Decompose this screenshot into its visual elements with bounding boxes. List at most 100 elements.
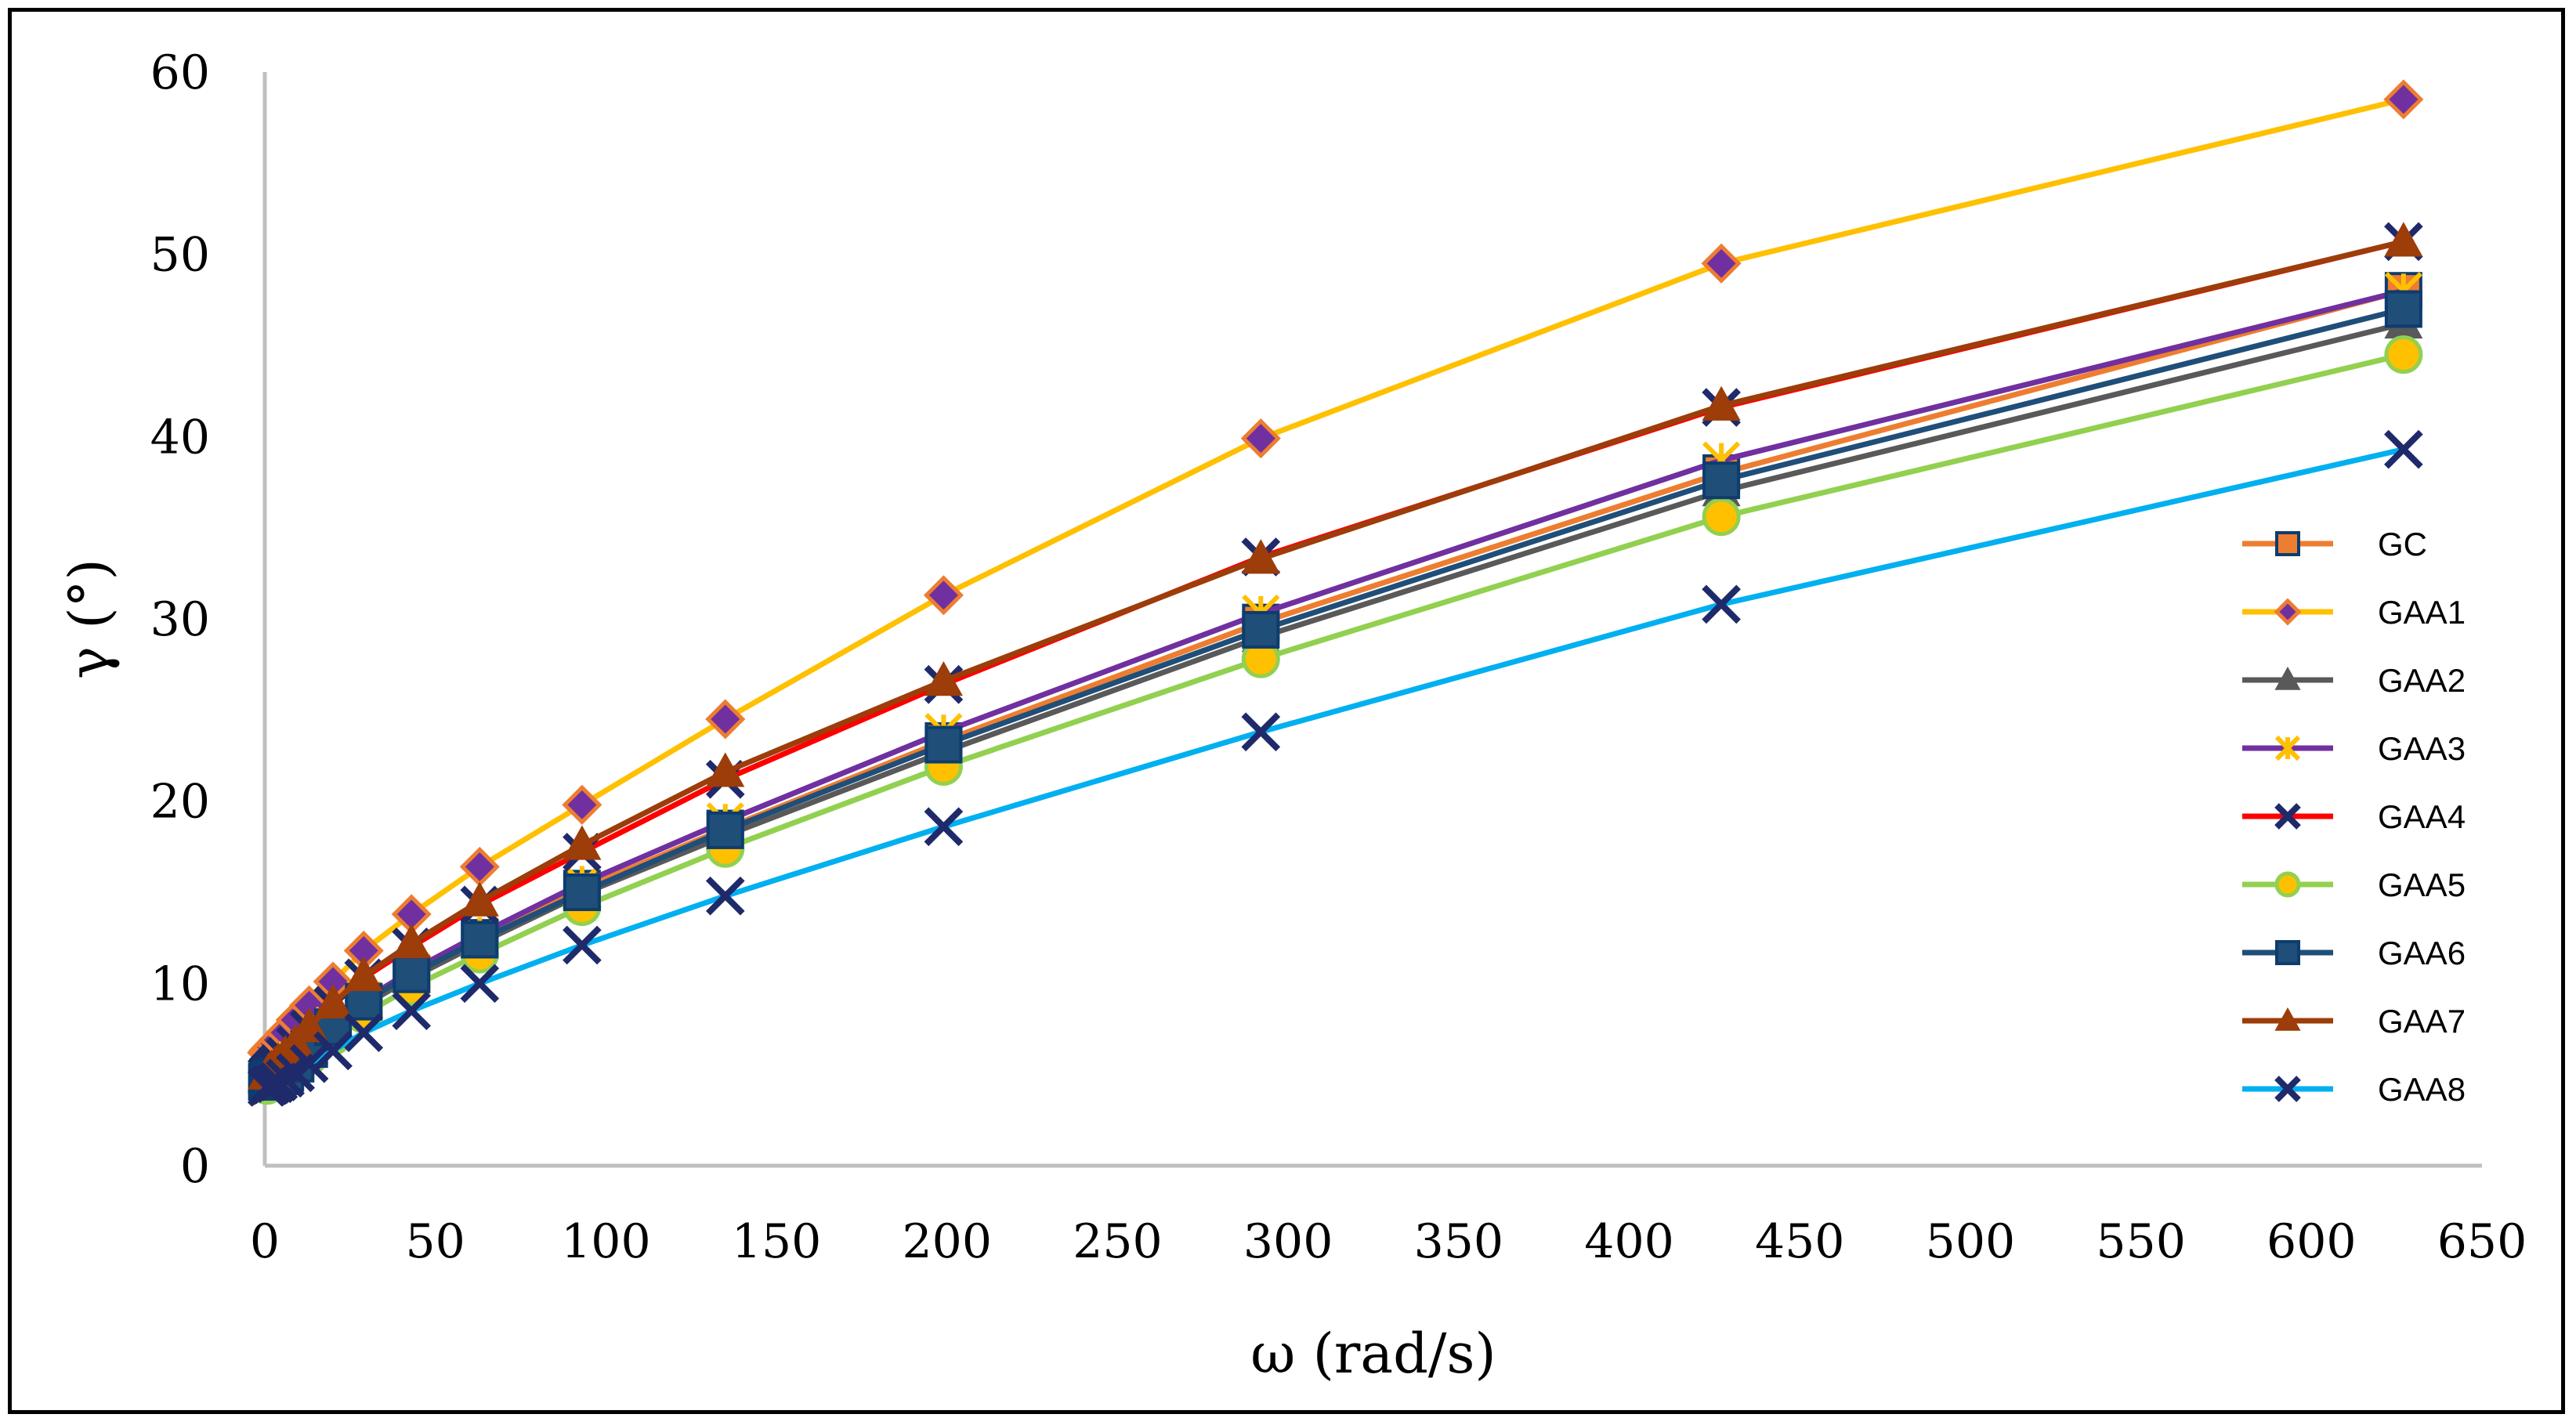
legend-label: GAA8 [2378,1071,2466,1108]
data-point-gaa7 [313,983,353,1019]
legend-label: GC [2378,526,2427,562]
x-tick-label: 450 [1755,1214,1845,1269]
legend-label: GAA5 [2378,866,2466,903]
data-point-gaa6 [393,955,431,993]
legend-marker [2274,735,2301,761]
data-point-gaa8 [2384,429,2423,469]
legend-marker [2275,940,2300,965]
x-tick-label: 50 [406,1214,465,1269]
data-point-gaa5 [2384,335,2423,374]
data-point-gaa7 [392,924,431,959]
x-tick-label: 0 [250,1214,280,1269]
x-tick-label: 200 [903,1214,993,1269]
data-point-gaa8 [1702,584,1741,624]
data-point-gaa6 [924,725,963,764]
data-point-gaa6 [2384,290,2422,328]
data-point-gaa6 [1242,610,1280,649]
series-line-gaa8 [265,447,2404,1090]
data-point-gaa6 [1702,461,1741,500]
legend: GC GAA1 GAA2 GAA3 GAA4 GAA5 GAA6 GAA7 GAA8 [2242,526,2466,1108]
x-tick-label: 400 [1584,1214,1674,1269]
y-tick-label: 0 [180,1139,210,1194]
y-tick-label: 40 [150,410,210,465]
legend-item-gaa7: GAA7 [2242,1003,2466,1040]
series-gaa2 [248,303,2423,1094]
x-axis-title: ω (rad/s) [1250,1322,1496,1386]
series-gaa5 [248,335,2423,1105]
legend-item-gaa2: GAA2 [2242,662,2466,699]
legend-item-gaa6: GAA6 [2242,935,2466,971]
data-point-gaa1 [459,846,500,887]
series-line-gaa5 [265,352,2404,1088]
x-tick-label: 600 [2267,1214,2357,1269]
y-tick-label: 30 [150,592,210,647]
legend-item-gaa1: GAA1 [2242,594,2466,631]
data-point-gaa8 [392,991,432,1031]
legend-marker [2274,871,2301,898]
x-tick-label: 500 [1926,1214,2016,1269]
legend-label: GAA2 [2378,662,2466,699]
data-point-gaa6 [706,811,744,849]
x-tick-label: 100 [561,1214,651,1269]
x-tick-label: 350 [1414,1214,1504,1269]
legend-marker [2274,803,2301,830]
x-tick-label: 550 [2096,1214,2186,1269]
data-point-gaa7 [344,956,383,992]
axes [262,72,2482,1168]
legend-marker [2274,666,2301,690]
y-axis-title: γ (°) [57,559,121,679]
data-point-gaa5 [1702,497,1741,537]
x-tick-labels: 0 50 100 150 200 250 300 350 400 450 500 550 600 650 [250,1214,2527,1269]
data-point-gaa7 [2384,222,2423,257]
data-point-gaa1 [705,699,746,740]
x-tick-label: 300 [1243,1214,1333,1269]
data-point-gaa7 [460,881,499,917]
data-point-gaa7 [563,825,602,860]
series-line-gaa6 [265,306,2404,1084]
y-tick-label: 20 [150,775,210,830]
legend-label: GAA6 [2378,935,2466,971]
data-point-gaa8 [289,1043,329,1083]
data-point-gaa8 [266,1058,305,1098]
series-group [247,79,2424,1107]
legend-marker [2274,1007,2301,1031]
x-tick-label: 650 [2437,1214,2527,1269]
data-point-gaa8 [705,876,745,916]
legend-item-gc: GC [2242,526,2427,562]
legend-item-gaa8: GAA8 [2242,1071,2466,1108]
data-point-gaa1 [562,784,602,825]
data-point-gaa8 [563,925,602,965]
data-point-gaa8 [344,1013,384,1052]
data-point-gaa1 [1240,418,1281,459]
data-point-gaa7 [1241,539,1280,574]
x-tick-label: 150 [732,1214,822,1269]
legend-item-gaa4: GAA4 [2242,798,2466,835]
data-point-gaa7 [1702,385,1741,421]
legend-item-gaa5: GAA5 [2242,866,2466,903]
legend-marker [2275,531,2300,556]
data-point-gaa8 [313,1031,353,1071]
y-tick-label: 10 [150,957,210,1011]
legend-marker [2274,1076,2301,1102]
y-tick-label: 50 [150,228,210,283]
data-point-gaa6 [461,920,499,959]
chart-frame [8,8,2565,1414]
y-tick-labels: 0 10 20 30 40 50 60 [150,45,210,1194]
legend-label: GAA7 [2378,1003,2466,1040]
legend-label: GAA4 [2378,798,2466,835]
data-point-gaa1 [1701,243,1742,284]
legend-marker [2274,598,2302,626]
series-gaa8 [247,429,2423,1107]
x-tick-label: 250 [1073,1214,1163,1269]
data-point-gaa7 [924,661,963,696]
data-point-gaa8 [1241,712,1281,752]
data-point-gaa7 [706,752,745,787]
series-line-gaa2 [265,320,2404,1081]
legend-label: GAA3 [2378,730,2466,767]
data-point-gaa8 [924,807,964,847]
series-gaa4 [247,222,2423,1096]
data-point-gaa1 [2383,79,2424,120]
data-point-gaa6 [563,873,601,911]
y-tick-label: 60 [150,45,210,100]
